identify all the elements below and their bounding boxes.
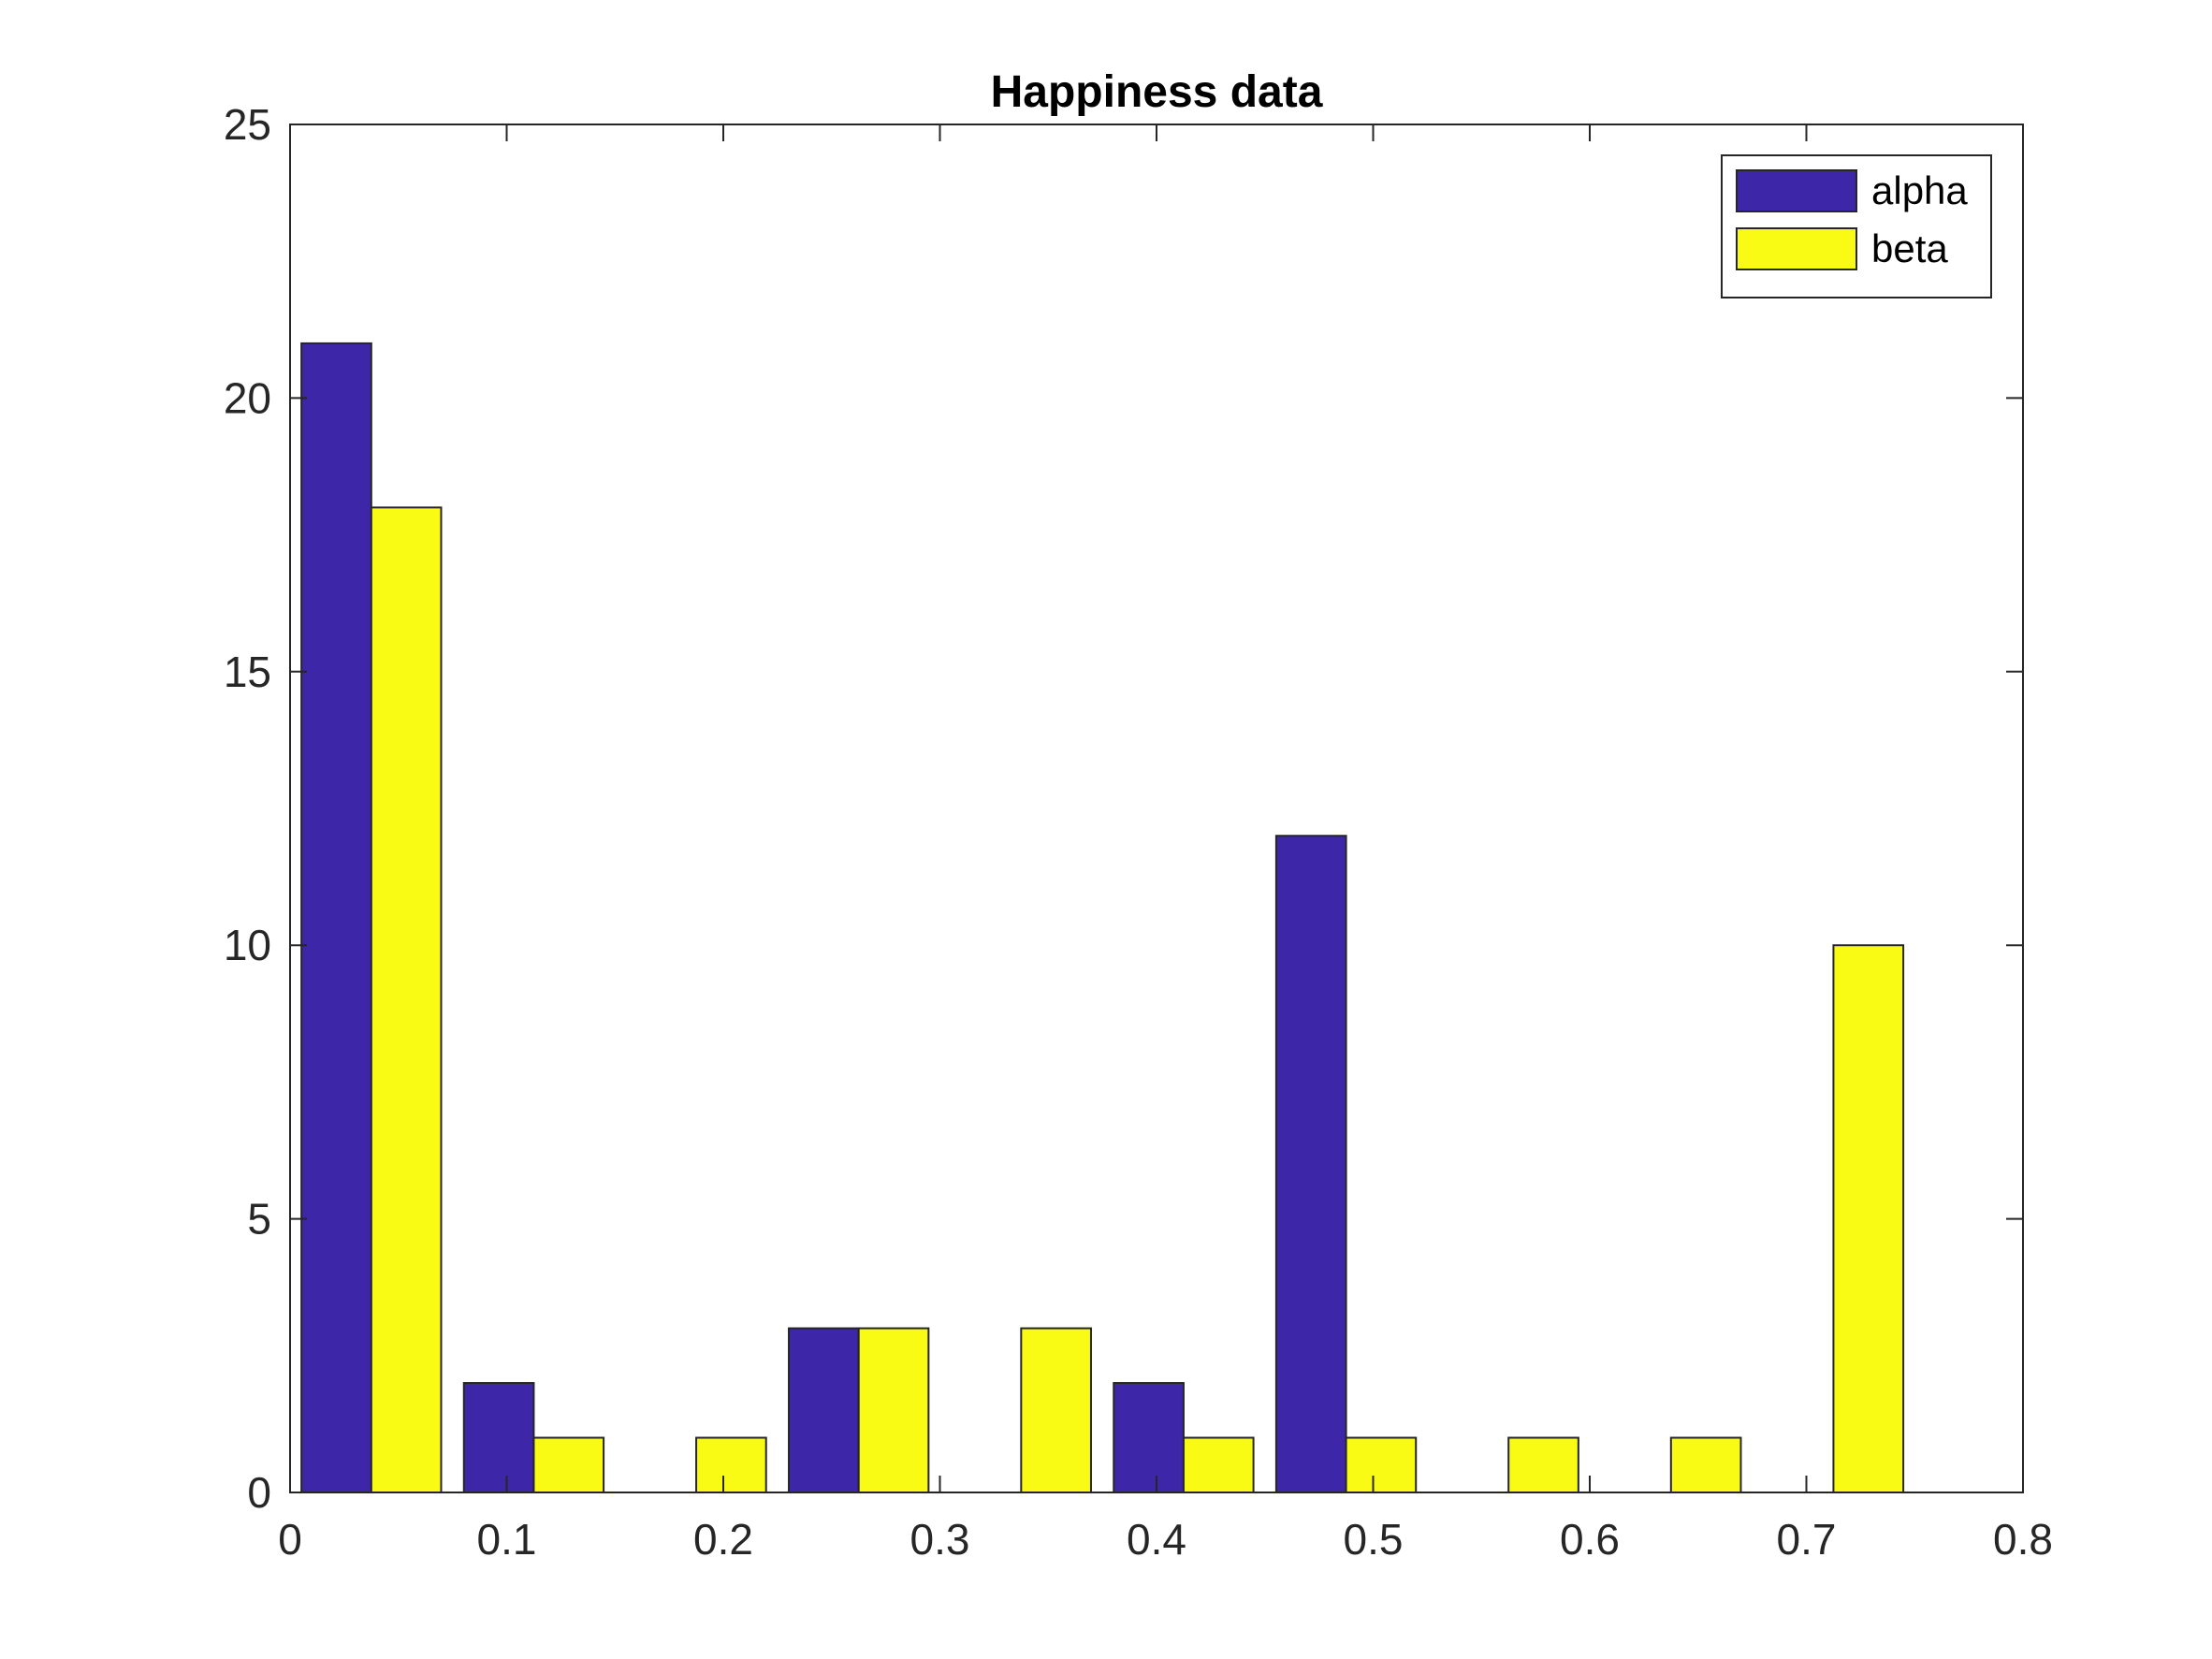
bar-beta-9 <box>1832 944 1905 1493</box>
y-tick-label: 25 <box>224 100 271 149</box>
bar-alpha-1 <box>462 1382 535 1494</box>
legend-swatch-alpha <box>1736 169 1857 212</box>
legend-label-beta: beta <box>1871 226 1948 270</box>
legend: alpha beta <box>1721 154 1992 298</box>
ticks-layer: 0 0.1 0.2 0.3 0.4 0.5 0.6 0.7 0.8 0 5 10 15 20 25 <box>224 100 2053 1564</box>
bars-layer <box>300 342 1905 1494</box>
bar-beta-4 <box>1020 1327 1092 1494</box>
bar-alpha-0 <box>300 342 372 1493</box>
x-tick-label: 0.5 <box>1344 1515 1404 1564</box>
chart-title: Happiness data <box>991 67 1323 117</box>
bar-beta-7 <box>1507 1436 1579 1494</box>
bar-beta-8 <box>1669 1436 1742 1494</box>
bar-beta-6 <box>1345 1436 1418 1494</box>
x-tick-label: 0.4 <box>1127 1515 1186 1564</box>
legend-label-alpha: alpha <box>1871 168 1968 212</box>
x-tick-label: 0 <box>278 1515 302 1564</box>
x-tick-label: 0.1 <box>477 1515 537 1564</box>
y-tick-label: 5 <box>247 1195 271 1244</box>
y-tick-label: 15 <box>224 648 271 696</box>
x-tick-label: 0.2 <box>693 1515 753 1564</box>
x-tick-label: 0.8 <box>1993 1515 2053 1564</box>
x-tick-label: 0.3 <box>910 1515 970 1564</box>
y-tick-label: 20 <box>224 373 271 422</box>
bar-alpha-5 <box>1113 1382 1185 1494</box>
bar-beta-0 <box>370 506 443 1493</box>
x-tick-label: 0.7 <box>1777 1515 1837 1564</box>
legend-swatch-beta <box>1736 227 1857 270</box>
bar-alpha-6 <box>1274 835 1347 1493</box>
bar-beta-2 <box>695 1436 767 1494</box>
y-tick-label: 10 <box>224 921 271 969</box>
bar-beta-3 <box>857 1327 930 1494</box>
bar-beta-1 <box>532 1436 605 1494</box>
bar-alpha-3 <box>788 1327 860 1494</box>
y-tick-label: 0 <box>247 1468 271 1517</box>
x-tick-label: 0.6 <box>1560 1515 1620 1564</box>
bar-beta-5 <box>1182 1436 1255 1494</box>
